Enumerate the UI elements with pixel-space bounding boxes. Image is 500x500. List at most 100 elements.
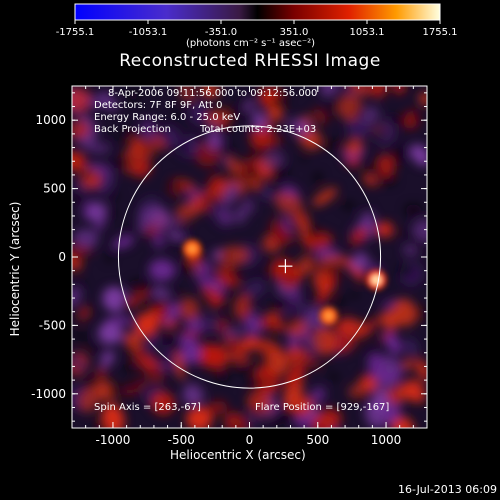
- noise-blob: [316, 254, 349, 268]
- noise-gap: [308, 326, 319, 333]
- noise-gap: [335, 296, 345, 307]
- noise-blob: [148, 206, 172, 230]
- noise-gap: [246, 325, 253, 331]
- noise-blob: [169, 303, 182, 322]
- noise-gap: [307, 256, 321, 265]
- spin-axis-text: Spin Axis = [263,-67]: [94, 402, 201, 413]
- noise-blob: [190, 101, 208, 125]
- secondary-source-core: [324, 311, 333, 320]
- noise-blob: [234, 205, 248, 224]
- method-text: Back Projection: [94, 124, 171, 135]
- noise-gap: [231, 266, 241, 278]
- noise-gap: [173, 111, 181, 121]
- noise-blob: [234, 294, 251, 320]
- noise-blob: [362, 173, 378, 187]
- noise-blob: [249, 129, 272, 151]
- noise-blob: [73, 228, 99, 249]
- noise-gap: [72, 332, 89, 338]
- noise-blob: [411, 144, 427, 167]
- colorbar-tick-label: -1755.1: [56, 27, 95, 38]
- noise-blob: [412, 219, 427, 242]
- noise-gap: [172, 317, 188, 322]
- noise-blob: [267, 135, 282, 147]
- noise-blob: [175, 350, 185, 381]
- noise-blob: [175, 203, 198, 221]
- noise-gap: [372, 131, 388, 139]
- noise-blob: [348, 384, 368, 400]
- noise-blob: [201, 313, 220, 333]
- noise-gap: [240, 112, 253, 118]
- noise-gap: [282, 276, 297, 282]
- noise-blob: [72, 87, 90, 113]
- noise-blob: [164, 343, 177, 374]
- noise-gap: [230, 422, 246, 428]
- x-tick-label: -500: [168, 433, 195, 447]
- noise-gap: [313, 172, 322, 183]
- noise-gap: [222, 254, 229, 263]
- noise-gap: [318, 399, 328, 405]
- noise-blob: [383, 403, 401, 425]
- noise-gap: [300, 155, 308, 161]
- noise-gap: [219, 153, 235, 159]
- noise-gap: [169, 340, 184, 352]
- noise-gap: [252, 146, 268, 158]
- noise-gap: [192, 386, 204, 391]
- noise-gap: [136, 351, 153, 357]
- noise-gap: [73, 281, 85, 288]
- noise-blob: [72, 287, 82, 307]
- noise-gap: [246, 377, 264, 387]
- noise-gap: [415, 308, 427, 319]
- footer-date: 16-Jul-2013 06:09: [397, 483, 497, 496]
- noise-gap: [148, 123, 165, 131]
- noise-gap: [198, 254, 207, 266]
- noise-gap: [353, 244, 361, 253]
- spin-axis-marker: [278, 259, 293, 274]
- heatmap-image: [72, 86, 427, 428]
- energy-range-text: Energy Range: 6.0 - 25.0 keV: [94, 112, 241, 123]
- noise-gap: [216, 370, 230, 382]
- noise-gap: [107, 161, 118, 169]
- y-axis-label: Heliocentric Y (arcsec): [8, 201, 22, 337]
- colorbar-units-label: (photons cm⁻² s⁻¹ asec⁻²): [186, 38, 316, 49]
- noise-gap: [106, 136, 115, 142]
- noise-gap: [107, 385, 124, 396]
- noise-gap: [202, 199, 220, 205]
- noise-blob: [237, 337, 260, 351]
- noise-gap: [227, 171, 244, 180]
- noise-blob: [72, 179, 91, 197]
- noise-blob: [243, 279, 266, 299]
- noise-blob: [220, 210, 233, 224]
- noise-gap: [143, 282, 158, 293]
- noise-gap: [103, 194, 120, 199]
- colorbar: [74, 3, 441, 21]
- noise-blob: [361, 106, 380, 124]
- noise-blob: [379, 310, 401, 329]
- noise-gap: [379, 174, 397, 185]
- noise-gap: [235, 364, 251, 373]
- noise-gap: [78, 109, 94, 117]
- noise-blob: [222, 328, 244, 338]
- noise-blob: [97, 323, 123, 344]
- noise-gap: [147, 299, 160, 309]
- noise-gap: [96, 343, 106, 356]
- noise-blob: [349, 227, 368, 244]
- noise-blob: [186, 406, 213, 428]
- noise-blob: [206, 400, 228, 415]
- noise-blob: [233, 346, 245, 357]
- noise-gap: [236, 190, 251, 196]
- noise-blob: [416, 358, 427, 381]
- noise-gap: [105, 208, 115, 218]
- noise-gap: [226, 107, 242, 117]
- noise-gap: [267, 322, 276, 329]
- noise-gap: [332, 100, 339, 108]
- x-axis-label: Heliocentric X (arcsec): [170, 448, 306, 462]
- noise-gap: [388, 115, 405, 125]
- noise-blob: [151, 391, 175, 415]
- noise-blob: [79, 386, 100, 413]
- noise-gap: [305, 227, 320, 238]
- noise-gap: [354, 108, 363, 115]
- noise-blob: [133, 159, 152, 178]
- noise-blob: [101, 403, 125, 428]
- detectors-text: Detectors: 7F 8F 9F, Att 0: [94, 100, 223, 111]
- noise-blob: [403, 379, 425, 402]
